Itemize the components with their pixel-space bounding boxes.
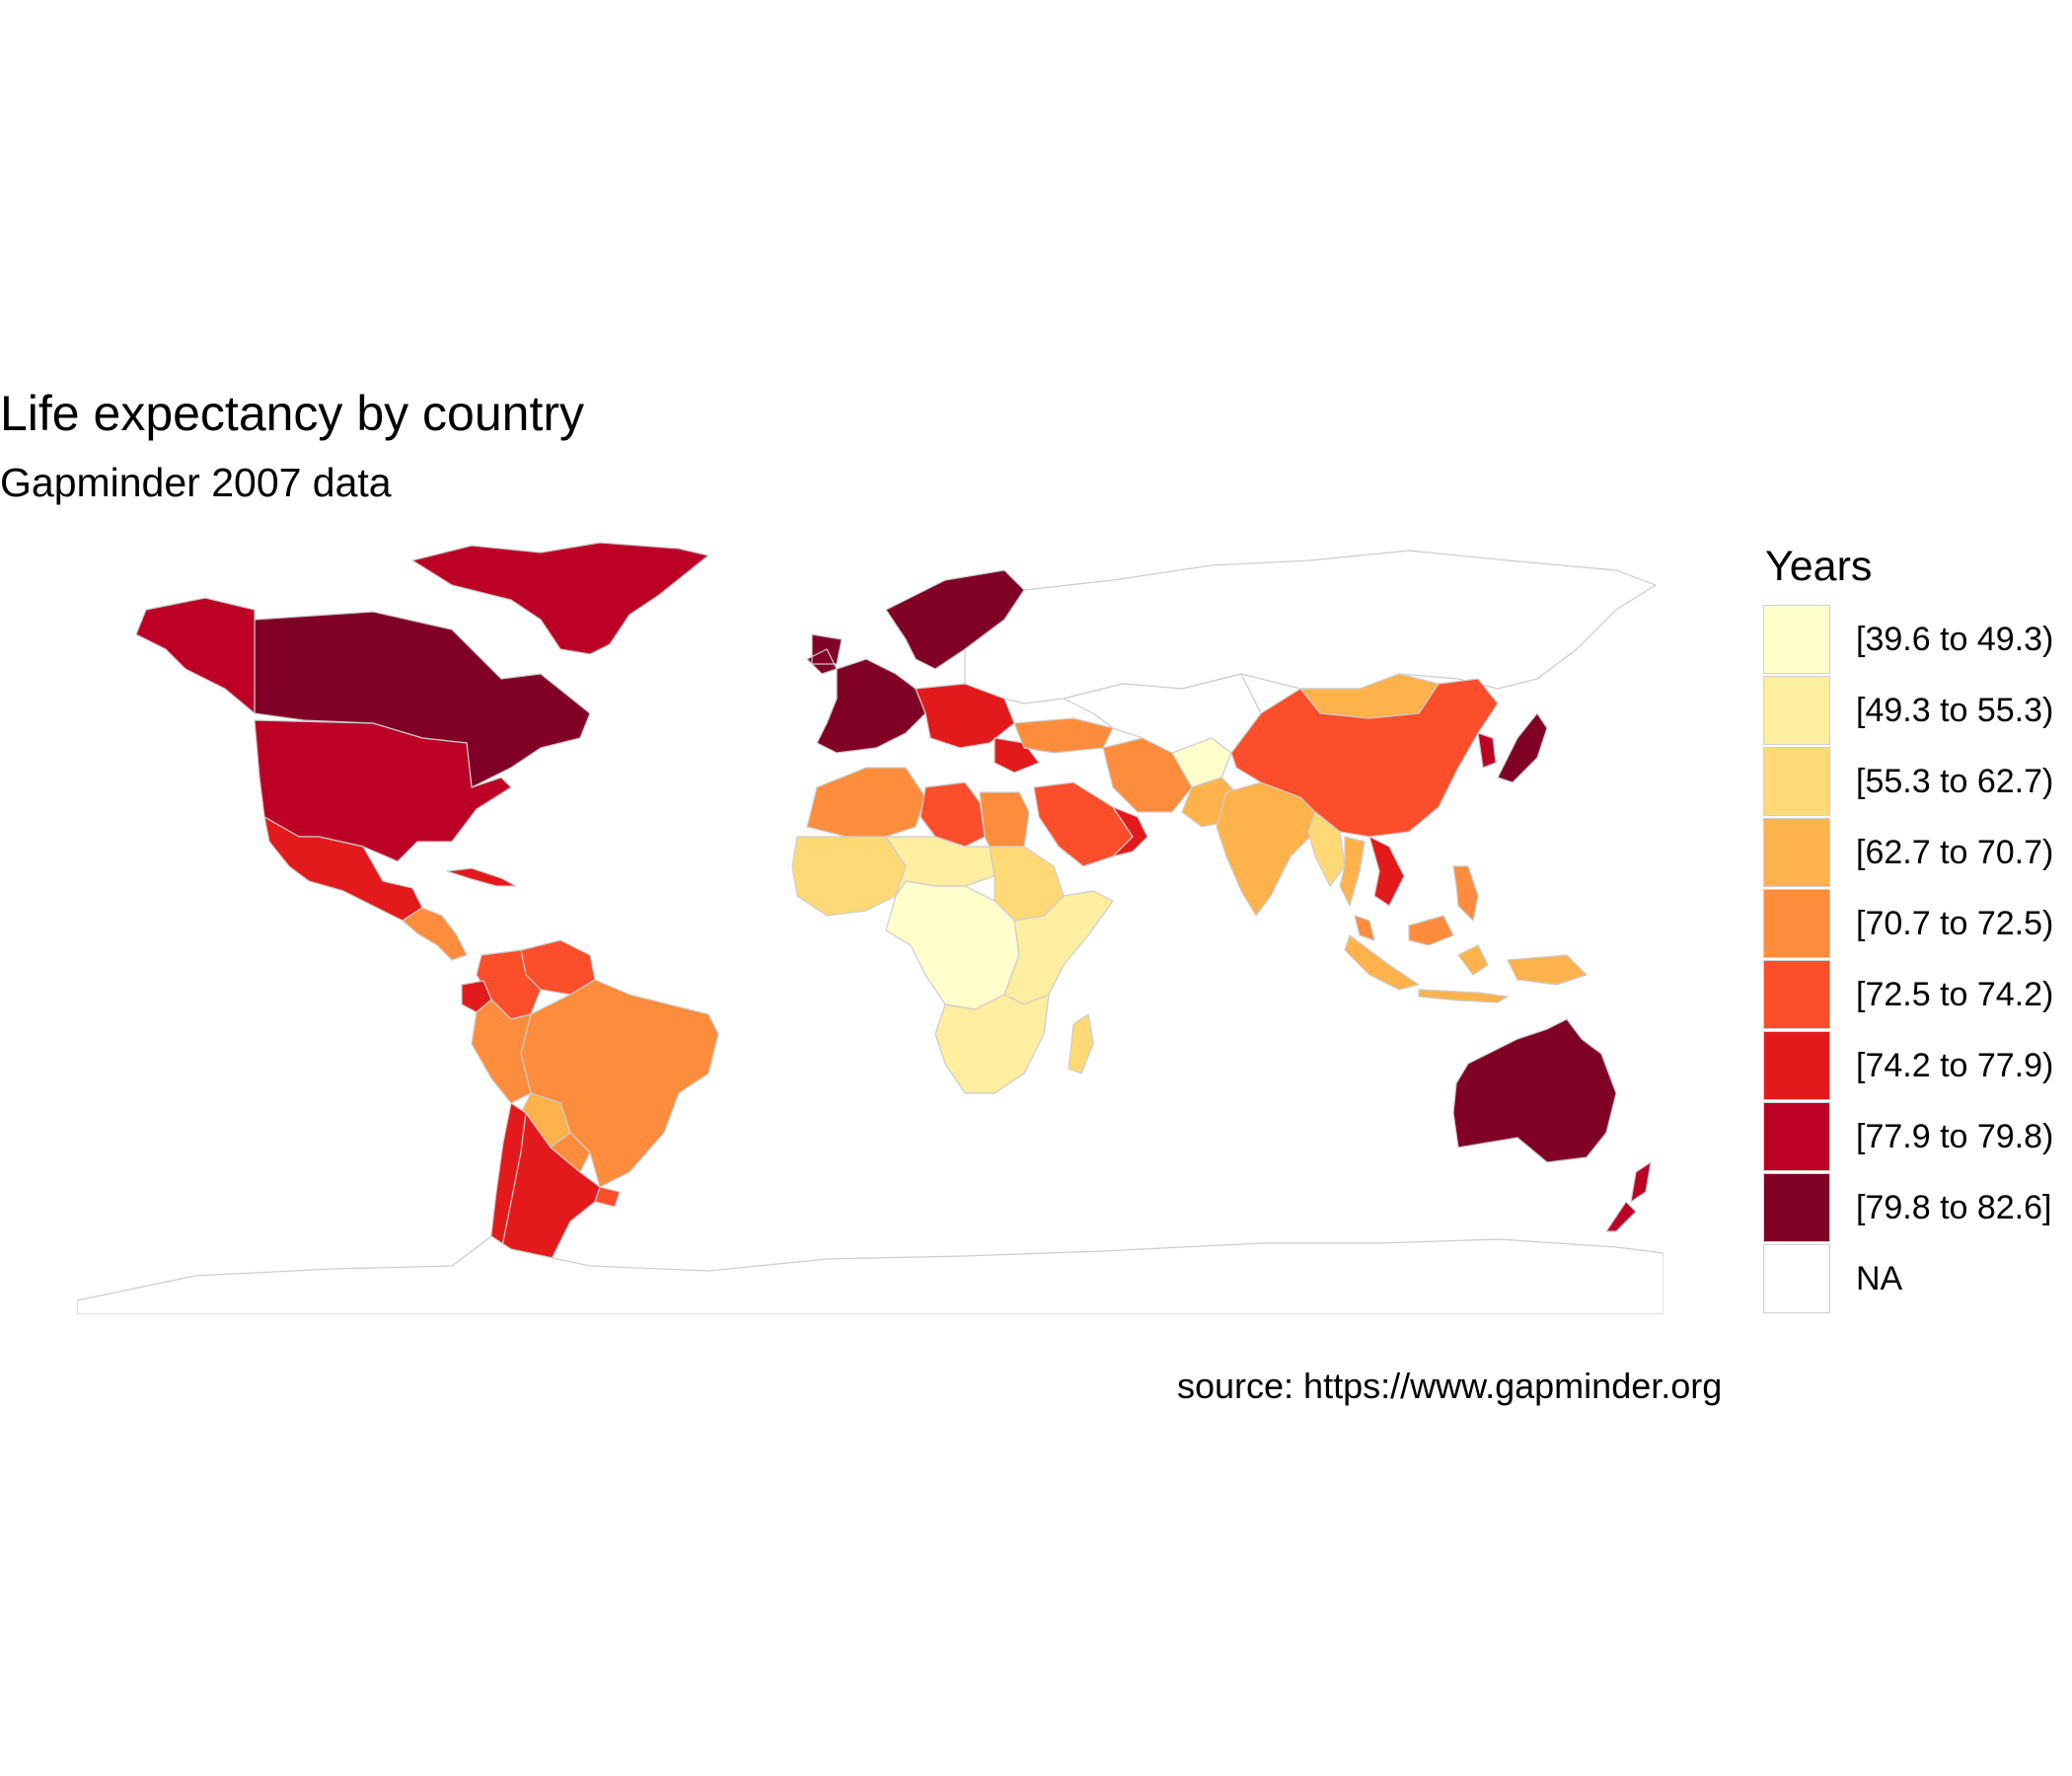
legend-swatch <box>1763 960 1830 1029</box>
map-region-philippines <box>1452 865 1479 922</box>
map-region-madagascar <box>1068 1013 1094 1074</box>
legend-item: [55.3 to 62.7) <box>1763 746 2053 817</box>
legend-label: [72.5 to 74.2) <box>1856 975 2054 1013</box>
map-region-myanmar <box>1307 811 1346 887</box>
map-region-east-africa <box>1003 890 1114 1005</box>
legend-item: [74.2 to 77.9) <box>1763 1030 2053 1101</box>
legend: Years [39.6 to 49.3) [49.3 to 55.3) [55.3 … <box>1763 539 2053 1314</box>
legend-label: NA <box>1856 1259 1903 1297</box>
map-region-peru <box>471 999 532 1104</box>
map-region-canada <box>254 611 591 788</box>
legend-label: [62.7 to 70.7) <box>1856 833 2054 871</box>
legend-label: [70.7 to 72.5) <box>1856 904 2054 942</box>
map-region-korea <box>1477 732 1497 769</box>
map-region-thailand <box>1339 836 1366 907</box>
world-map <box>77 542 1664 1314</box>
legend-label: [74.2 to 77.9) <box>1856 1046 2054 1084</box>
legend-item: NA <box>1763 1243 2053 1314</box>
map-region-australia <box>1452 1018 1617 1163</box>
chart-title: Life expectancy by country <box>0 386 584 441</box>
map-region-western-europe <box>806 633 926 754</box>
legend-item: [79.8 to 82.6] <box>1763 1172 2053 1243</box>
legend-swatch <box>1763 1102 1830 1171</box>
map-region-cuba <box>446 867 517 887</box>
legend-label: [39.6 to 49.3) <box>1856 620 2054 658</box>
legend-item: [62.7 to 70.7) <box>1763 817 2053 888</box>
map-region-vietnam <box>1369 836 1405 907</box>
map-region-north-africa <box>806 767 926 838</box>
map-region-indonesia <box>1344 934 1588 1003</box>
legend-swatch <box>1763 889 1830 958</box>
legend-item: [49.3 to 55.3) <box>1763 675 2053 746</box>
map-region-japan <box>1497 712 1548 783</box>
map-region-antarctica <box>77 1235 1664 1314</box>
map-region-new-zealand <box>1605 1161 1652 1232</box>
map-region-oman <box>1112 806 1148 857</box>
legend-swatch <box>1763 818 1830 887</box>
map-region-alaska <box>135 597 256 714</box>
map-region-libya <box>920 781 986 848</box>
legend-title: Years <box>1765 543 1873 590</box>
legend-item: [72.5 to 74.2) <box>1763 959 2053 1030</box>
map-region-egypt <box>979 791 1030 848</box>
legend-swatch <box>1763 605 1830 674</box>
chart-subtitle: Gapminder 2007 data <box>0 460 392 505</box>
legend-swatch <box>1763 676 1830 745</box>
map-region-china <box>1230 678 1499 838</box>
legend-swatch <box>1763 1031 1830 1100</box>
legend-label: [77.9 to 79.8) <box>1856 1117 2054 1155</box>
legend-label: [49.3 to 55.3) <box>1856 691 2054 729</box>
legend-label: [55.3 to 62.7) <box>1856 762 2054 800</box>
map-region-malaysia <box>1354 915 1454 946</box>
map-region-russia <box>964 550 1657 704</box>
map-region-kazakhstan-central-asia <box>1063 673 1262 754</box>
map-region-central-america <box>402 907 468 961</box>
map-region-greenland <box>411 542 709 655</box>
map-region-southern-africa <box>934 994 1050 1094</box>
legend-item: [77.9 to 79.8) <box>1763 1101 2053 1172</box>
legend-swatch <box>1763 747 1830 816</box>
map-region-turkey <box>1013 717 1114 754</box>
legend-swatch <box>1763 1244 1830 1313</box>
legend-label: [79.8 to 82.6] <box>1856 1188 2052 1226</box>
source-caption: source: https://www.gapminder.org <box>1177 1366 1723 1406</box>
legend-item: [39.6 to 49.3) <box>1763 604 2053 675</box>
legend-item: [70.7 to 72.5) <box>1763 888 2053 959</box>
map-region-west-africa <box>791 836 907 917</box>
legend-swatch <box>1763 1173 1830 1242</box>
